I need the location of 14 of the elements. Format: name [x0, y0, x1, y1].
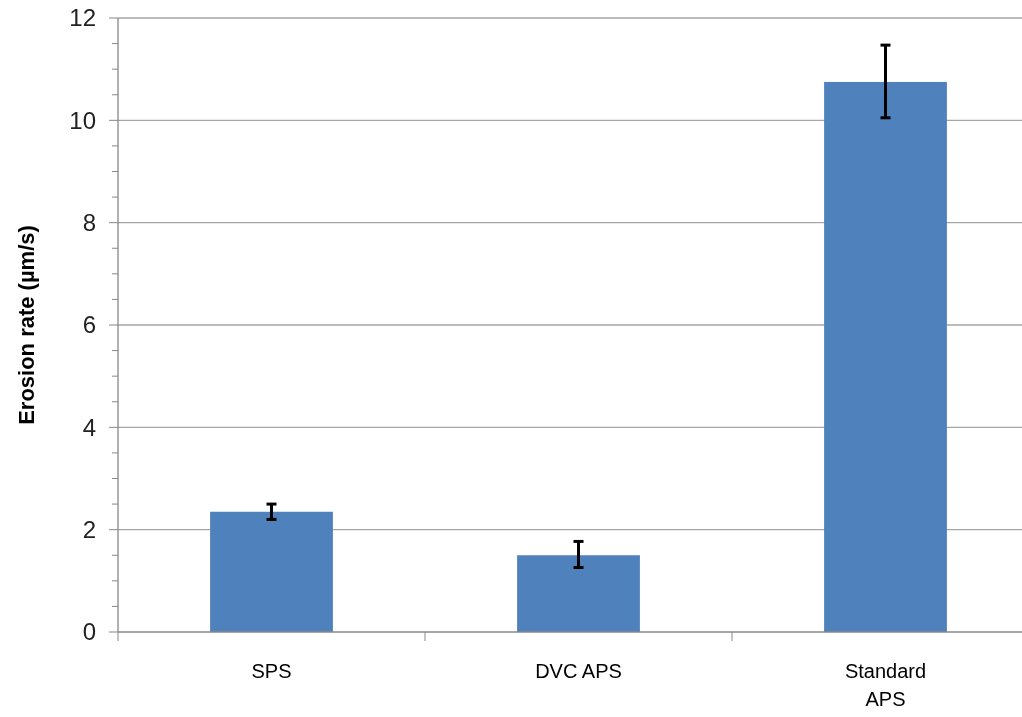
y-axis-title: Erosion rate (µm/s): [14, 225, 39, 425]
x-tick-label: SPS: [251, 660, 292, 682]
bar: [210, 511, 333, 632]
bar: [824, 81, 947, 632]
bar: [517, 555, 640, 632]
y-tick-label: 6: [82, 311, 96, 339]
y-tick-label: 8: [82, 209, 96, 237]
y-tick-label: 0: [82, 618, 96, 646]
y-tick-label: 12: [69, 4, 96, 32]
y-tick-label: 2: [82, 516, 96, 544]
x-tick-label: DVC APS: [535, 660, 622, 682]
x-tick-label: Standard APS: [844, 660, 927, 710]
y-tick-label: 4: [82, 413, 96, 441]
y-tick-label: 10: [69, 106, 96, 134]
